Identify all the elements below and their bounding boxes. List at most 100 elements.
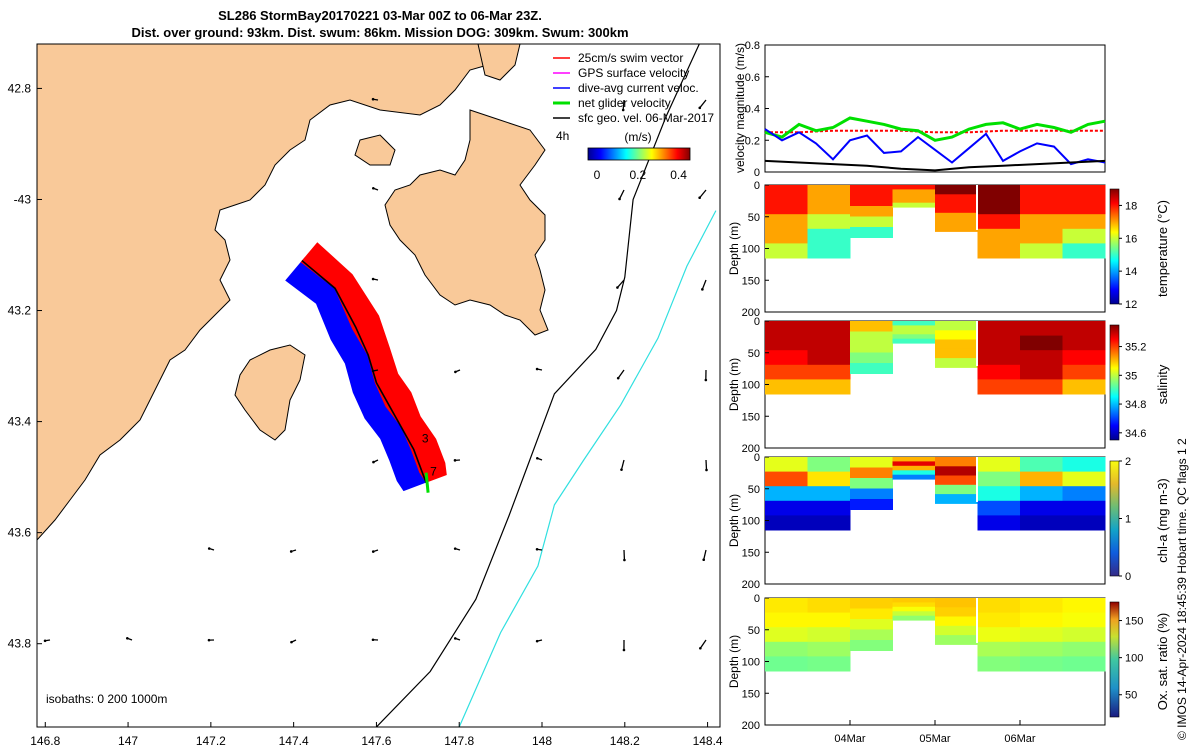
section-cell: [1062, 500, 1106, 516]
section-cell: [1020, 335, 1063, 351]
map-x-tick-label: 146.8: [30, 734, 60, 748]
map-x-tick-label: 147: [118, 734, 138, 748]
section-cell: [807, 364, 851, 380]
section-colorbar-tick-label: 35.2: [1125, 342, 1146, 354]
glider-track-layers: 37: [285, 242, 447, 493]
section-y-tick-label: 0: [754, 452, 760, 464]
net-glider-velocity-arrow: [424, 472, 430, 493]
section-colorbar: [1109, 460, 1120, 577]
section-cell: [765, 379, 808, 395]
section-cell: [892, 457, 936, 462]
section-cell: [1020, 457, 1063, 473]
section-cell: [850, 488, 893, 500]
section-y-tick-label: 0: [754, 180, 760, 192]
section-colorbar: [1109, 601, 1120, 718]
section-cell: [977, 598, 1021, 614]
section-cell: [850, 227, 893, 238]
section-cell: [1020, 228, 1063, 244]
section-cell: [935, 616, 978, 627]
legend-label: sfc geo. vel. 06-Mar-2017: [578, 111, 714, 125]
section-cell: [977, 214, 1021, 230]
geo-velocity-arrowhead: [702, 558, 706, 562]
geo-velocity-arrow: [616, 279, 625, 288]
section-cell: [1062, 350, 1106, 366]
velocity-series-line: [764, 128, 1106, 166]
section-cell: [807, 612, 851, 628]
section-cell: [977, 199, 1021, 215]
map-x-axis: 146.8 147 147.2 147.4 147.6 147.8 148 148.2 148.…: [30, 722, 723, 748]
geo-velocity-arrowhead: [535, 639, 539, 643]
section-cell: [765, 471, 808, 487]
section-y-tick-label: 50: [748, 625, 760, 637]
section-y-tick-label: 50: [748, 348, 760, 360]
velocity-y-tick-label: 0: [754, 167, 760, 179]
section-cell: [892, 470, 936, 476]
section-cell: [807, 641, 851, 657]
map-y-tick-label: 43.6: [8, 526, 32, 540]
section-cell: [892, 611, 936, 617]
section-cell: [1062, 228, 1106, 244]
section-cell: [1062, 486, 1106, 502]
map-y-tick-label: 43.4: [8, 415, 32, 429]
velocity-frame: [764, 44, 1106, 173]
isobath-200-line: [375, 44, 700, 727]
section-cell: [1062, 243, 1106, 259]
section-colorbar-tick-label: 50: [1125, 690, 1137, 702]
colorbar-title: (m/s): [624, 130, 651, 144]
time-tick-label: 04Mar: [834, 733, 866, 745]
geo-velocity-arrowhead: [207, 638, 211, 642]
section-cell: [1062, 515, 1106, 531]
section-cell: [935, 203, 978, 214]
section-ylabel: Depth (m): [727, 222, 741, 275]
section-ylabel: Depth (m): [727, 494, 741, 547]
track-day-label: 3: [422, 431, 429, 445]
section-colorbar-tick-label: 150: [1125, 616, 1143, 628]
map-x-tick-label: 148: [532, 734, 552, 748]
section-cell: [935, 185, 978, 195]
geo-velocity-arrowhead: [126, 636, 129, 640]
section-cell: [935, 607, 978, 618]
section-cell: [935, 330, 978, 341]
geo-velocity-arrowhead: [698, 196, 701, 200]
section-cell: [765, 199, 808, 215]
geo-velocity-arrowhead: [621, 108, 625, 112]
section-cell: [1020, 598, 1063, 614]
velocity-y-tick-label: 0.2: [745, 135, 760, 147]
section-y-tick-label: 150: [742, 411, 760, 423]
map-panel: 37 146.8 147 147.2 147.4 147.6 147.8 148 148.2 1…: [8, 43, 723, 748]
geo-velocity-arrowhead: [453, 547, 457, 550]
section-cell: [977, 185, 1021, 201]
section-cell: [807, 656, 851, 672]
section-cell: [892, 474, 936, 480]
section-cell: [765, 486, 808, 502]
section-cell: [977, 228, 1021, 244]
map-x-tick-label: 147.6: [361, 734, 391, 748]
section-cell: [977, 321, 1021, 337]
section-cell: [1062, 641, 1106, 657]
time-tick-label: 05Mar: [919, 733, 951, 745]
section-cell: [935, 222, 978, 232]
section-cell: [807, 243, 851, 259]
geo-velocity-arrowhead: [371, 277, 375, 281]
section-cell: [935, 475, 978, 486]
section-colorbar-tick-label: 100: [1125, 653, 1143, 665]
section-cell: [850, 467, 893, 479]
section-cell: [892, 606, 936, 612]
section-cell: [850, 342, 893, 353]
section-ylabel: Depth (m): [727, 635, 741, 688]
credit-text: © IMOS 14-Apr-2024 18:45:39 Hobart time.…: [1175, 438, 1189, 740]
section-cell: [807, 379, 851, 395]
section-colorbar: [1109, 188, 1120, 305]
velocity-y-tick-label: 0.8: [745, 40, 760, 52]
section-cell: [1020, 471, 1063, 487]
section-cell: [1020, 515, 1063, 531]
section-cell: [850, 352, 893, 364]
map-y-tick-label: 43.2: [8, 304, 32, 318]
geo-velocity-arrow: [618, 189, 625, 200]
salinity-section: 0 50 100 150 200 Depth (m) 34.6 34.8 35 35.2 salin…: [727, 316, 1170, 455]
map-x-tick-label: 147.4: [279, 734, 309, 748]
geo-velocity-arrowhead: [43, 639, 47, 643]
geo-velocity-arrowhead: [371, 550, 375, 553]
section-colorbar-tick-label: 34.8: [1125, 399, 1146, 411]
